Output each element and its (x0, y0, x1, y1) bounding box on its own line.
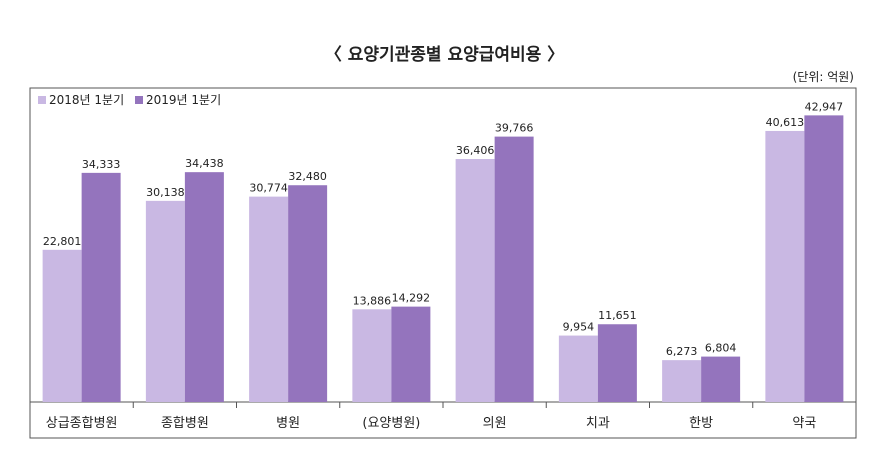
unit-label: (단위: 억원) (792, 70, 854, 84)
value-label: 39,766 (495, 122, 534, 135)
bar-series1-5 (558, 335, 598, 402)
value-label: 22,801 (43, 235, 82, 248)
value-label: 30,138 (146, 186, 185, 199)
value-label: 34,333 (82, 158, 121, 171)
x-tick-label: 치과 (586, 416, 610, 431)
value-label: 34,438 (185, 157, 224, 170)
bar-series1-3 (352, 309, 392, 402)
value-label: 13,886 (353, 294, 392, 307)
value-label: 36,406 (456, 144, 495, 157)
bar-series1-0 (42, 249, 82, 402)
bar-series1-4 (455, 159, 495, 402)
legend-swatch (135, 96, 143, 104)
bar-series2-4 (494, 136, 534, 403)
legend-label: 2018년 1분기 (49, 93, 124, 107)
x-tick-label: 약국 (792, 416, 816, 431)
bar-series1-1 (145, 200, 185, 402)
value-label: 6,804 (705, 342, 737, 355)
x-tick-label: 한방 (689, 416, 713, 431)
legend-swatch (38, 96, 46, 104)
value-label: 11,651 (598, 309, 637, 322)
bar-series2-7 (804, 115, 844, 402)
x-tick-label: 병원 (276, 416, 300, 431)
bar-series1-6 (662, 360, 702, 402)
bar-series2-2 (288, 185, 328, 402)
plot-frame (29, 87, 857, 439)
bar-series1-2 (249, 196, 289, 402)
bar-series2-3 (391, 306, 431, 402)
value-label: 6,273 (666, 345, 698, 358)
value-label: 40,613 (766, 116, 805, 129)
x-tick-label: 의원 (483, 416, 507, 431)
x-tick-label: 종합병원 (161, 416, 209, 431)
legend-label: 2019년 1분기 (146, 93, 221, 107)
bar-series2-1 (184, 172, 224, 402)
value-label: 9,954 (563, 321, 595, 334)
x-tick-label: 상급종합병원 (46, 416, 118, 431)
bars (42, 115, 844, 403)
value-label: 14,292 (392, 292, 431, 305)
chart-title: 〈 요양기관종별 요양급여비용 〉 (324, 45, 565, 65)
x-tick-label: (요양병원) (362, 416, 420, 431)
bar-series1-7 (765, 130, 805, 402)
bar-series2-5 (597, 324, 637, 402)
value-label: 32,480 (288, 170, 327, 183)
bar-series2-0 (81, 172, 121, 402)
value-label: 42,947 (805, 100, 844, 113)
legend: 2018년 1분기 2019년 1분기 (38, 93, 221, 107)
value-label: 30,774 (249, 182, 288, 195)
bar-series2-6 (701, 356, 741, 402)
x-tick-labels: 상급종합병원 종합병원 병원 (요양병원) 의원 치과 한방 약국 (46, 402, 816, 431)
